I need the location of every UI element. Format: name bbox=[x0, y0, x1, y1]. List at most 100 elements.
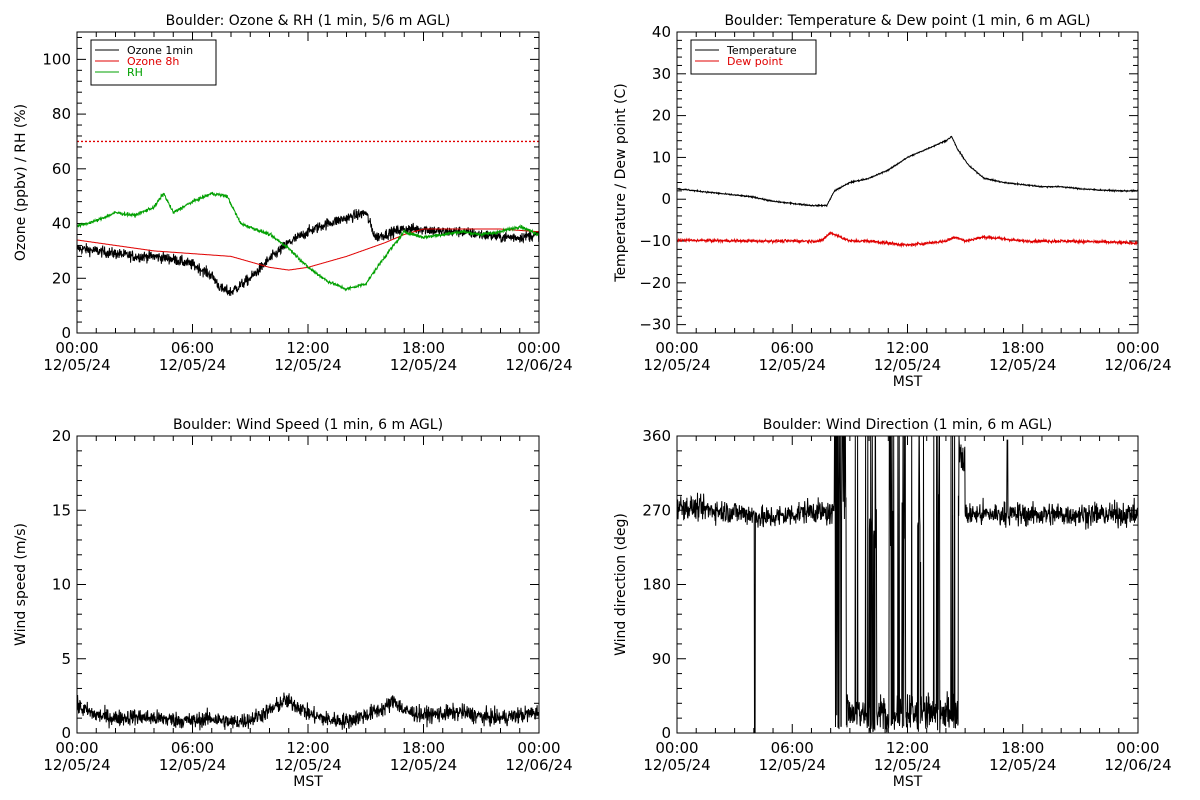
x-tick-date-label: 12/05/24 bbox=[874, 756, 941, 774]
y-tick-label: 180 bbox=[642, 576, 671, 594]
y-tick-label: 10 bbox=[52, 576, 71, 594]
y-axis-label: Temperature / Dew point (C) bbox=[613, 83, 629, 282]
panel-wind_speed: Boulder: Wind Speed (1 min, 6 m AGL) 0 5 10… bbox=[13, 417, 573, 790]
x-tick-date-label: 12/06/24 bbox=[505, 356, 572, 374]
y-tick-label: −10 bbox=[639, 232, 671, 250]
x-tick-date-label: 12/05/24 bbox=[989, 356, 1056, 374]
series-line-0 bbox=[77, 692, 539, 731]
x-tick-time-label: 12:00 bbox=[886, 339, 929, 357]
x-tick-time-label: 00:00 bbox=[517, 339, 560, 357]
x-tick-time-label: 12:00 bbox=[286, 739, 329, 757]
x-tick-date-label: 12/06/24 bbox=[1104, 356, 1171, 374]
plot-frame bbox=[676, 31, 1139, 334]
panel-title: Boulder: Temperature & Dew point (1 min,… bbox=[724, 13, 1090, 29]
y-tick-label: 0 bbox=[61, 724, 71, 742]
x-tick-time-label: 12:00 bbox=[886, 739, 929, 757]
panel-ozone_rh: Boulder: Ozone & RH (1 min, 5/6 m AGL) 0 2… bbox=[13, 13, 573, 374]
x-tick-time-label: 00:00 bbox=[655, 339, 698, 357]
plot-area bbox=[677, 436, 1138, 733]
y-tick-label: −20 bbox=[639, 274, 671, 292]
y-axis-label: Wind direction (deg) bbox=[613, 513, 629, 656]
x-tick-date-label: 12/05/24 bbox=[274, 356, 341, 374]
x-tick-date-label: 12/05/24 bbox=[390, 356, 457, 374]
x-tick-date-label: 12/05/24 bbox=[159, 756, 226, 774]
y-tick-label: 5 bbox=[61, 650, 71, 668]
y-tick-label: 30 bbox=[652, 65, 671, 83]
x-tick-time-label: 06:00 bbox=[171, 339, 214, 357]
x-tick-time-label: 18:00 bbox=[1001, 339, 1044, 357]
plot-frame bbox=[76, 31, 540, 334]
plot-area bbox=[77, 692, 539, 731]
x-tick-time-label: 12:00 bbox=[286, 339, 329, 357]
y-tick-label: 20 bbox=[652, 107, 671, 125]
y-tick-label: 0 bbox=[661, 190, 671, 208]
x-tick-date-label: 12/05/24 bbox=[159, 356, 226, 374]
legend-label: Dew point bbox=[727, 55, 783, 68]
x-tick-date-label: 12/05/24 bbox=[274, 756, 341, 774]
legend-label: Temperature bbox=[726, 44, 797, 57]
series-line-1 bbox=[677, 231, 1138, 249]
x-tick-date-label: 12/05/24 bbox=[43, 756, 110, 774]
x-tick-date-label: 12/06/24 bbox=[505, 756, 572, 774]
x-tick-time-label: 18:00 bbox=[402, 339, 445, 357]
x-tick-time-label: 00:00 bbox=[1116, 339, 1159, 357]
y-tick-label: 270 bbox=[642, 501, 671, 519]
x-axis-label: MST bbox=[293, 774, 323, 790]
y-tick-label: 40 bbox=[652, 23, 671, 41]
legend-label: Ozone 1min bbox=[127, 44, 193, 57]
y-tick-label: 0 bbox=[661, 724, 671, 742]
series-line-2 bbox=[77, 191, 539, 292]
plot-area bbox=[77, 140, 539, 296]
x-axis-label: MST bbox=[893, 374, 923, 390]
x-tick-time-label: 00:00 bbox=[655, 739, 698, 757]
x-tick-date-label: 12/05/24 bbox=[759, 356, 826, 374]
y-tick-label: 80 bbox=[52, 105, 71, 123]
x-tick-date-label: 12/05/24 bbox=[390, 756, 457, 774]
y-tick-label: 20 bbox=[52, 269, 71, 287]
y-tick-label: 40 bbox=[52, 215, 71, 233]
panel-title: Boulder: Ozone & RH (1 min, 5/6 m AGL) bbox=[166, 13, 451, 29]
y-tick-label: 100 bbox=[42, 50, 71, 68]
x-tick-time-label: 00:00 bbox=[55, 339, 98, 357]
x-tick-time-label: 06:00 bbox=[171, 739, 214, 757]
panel-title: Boulder: Wind Speed (1 min, 6 m AGL) bbox=[173, 417, 443, 433]
panel-title: Boulder: Wind Direction (1 min, 6 m AGL) bbox=[763, 417, 1052, 433]
panel-wind_dir: Boulder: Wind Direction (1 min, 6 m AGL)… bbox=[613, 417, 1172, 790]
y-tick-label: −30 bbox=[639, 316, 671, 334]
y-axis-label: Ozone (ppbv) / RH (%) bbox=[13, 104, 29, 261]
legend-box bbox=[690, 39, 817, 75]
legend-label: Ozone 8h bbox=[127, 55, 179, 68]
plot-area bbox=[677, 135, 1138, 249]
x-tick-time-label: 18:00 bbox=[402, 739, 445, 757]
x-tick-time-label: 06:00 bbox=[771, 339, 814, 357]
legend-box bbox=[90, 39, 217, 86]
x-tick-date-label: 12/05/24 bbox=[989, 756, 1056, 774]
x-tick-time-label: 06:00 bbox=[771, 739, 814, 757]
x-tick-date-label: 12/05/24 bbox=[643, 756, 710, 774]
plot-frame bbox=[676, 435, 1139, 734]
x-axis-label: MST bbox=[893, 774, 923, 790]
x-tick-time-label: 00:00 bbox=[1116, 739, 1159, 757]
panel-temp_dew: Boulder: Temperature & Dew point (1 min,… bbox=[613, 13, 1172, 390]
x-tick-date-label: 12/05/24 bbox=[759, 756, 826, 774]
y-tick-label: 360 bbox=[642, 427, 671, 445]
y-tick-label: 60 bbox=[52, 160, 71, 178]
series-line-0 bbox=[677, 436, 1138, 733]
x-tick-date-label: 12/05/24 bbox=[43, 356, 110, 374]
y-tick-label: 20 bbox=[52, 427, 71, 445]
x-tick-date-label: 12/05/24 bbox=[643, 356, 710, 374]
y-tick-label: 15 bbox=[52, 501, 71, 519]
series-line-0 bbox=[77, 208, 539, 296]
y-tick-label: 90 bbox=[652, 650, 671, 668]
x-tick-date-label: 12/05/24 bbox=[874, 356, 941, 374]
legend-label: RH bbox=[127, 66, 143, 79]
y-axis-label: Wind speed (m/s) bbox=[13, 523, 29, 646]
x-tick-time-label: 18:00 bbox=[1001, 739, 1044, 757]
series-line-0 bbox=[677, 135, 1138, 208]
x-tick-date-label: 12/06/24 bbox=[1104, 756, 1171, 774]
plot-frame bbox=[76, 435, 540, 734]
